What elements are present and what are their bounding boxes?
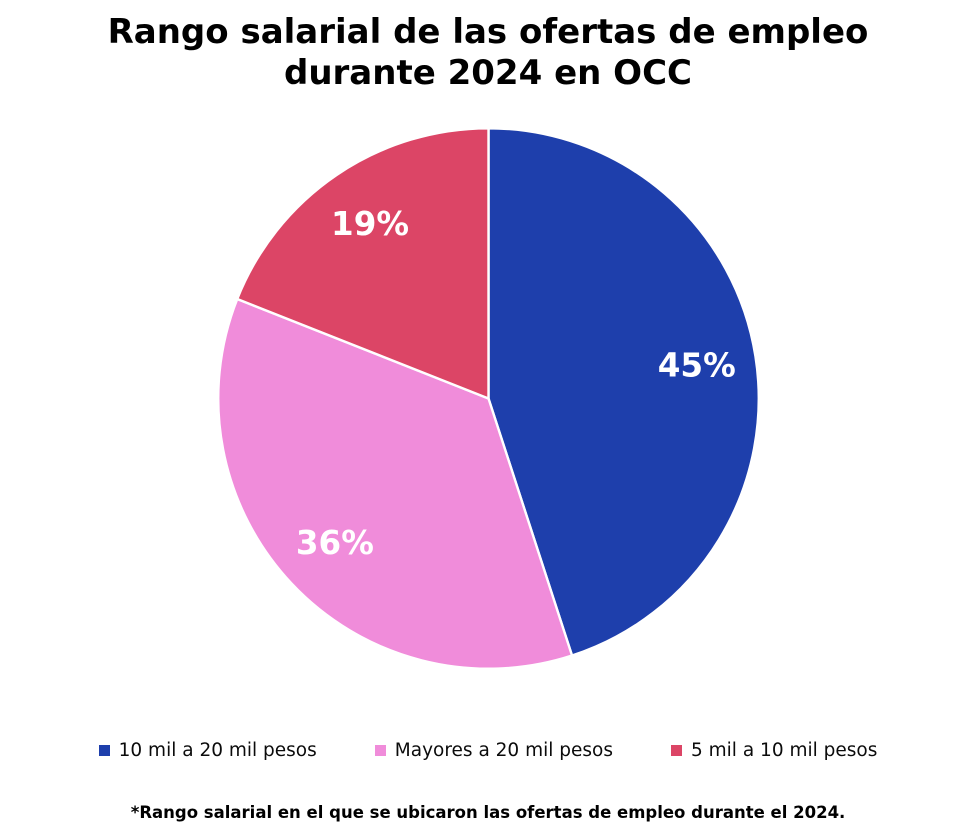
- legend: 10 mil a 20 mil pesos Mayores a 20 mil p…: [98, 739, 877, 761]
- legend-marker: [671, 744, 682, 756]
- legend-label: 5 mil a 10 mil pesos: [691, 739, 878, 761]
- legend-item: 5 mil a 10 mil pesos: [671, 740, 877, 761]
- pie-slice-2: [216, 297, 573, 670]
- legend-item: 10 mil a 20 mil pesos: [98, 739, 317, 761]
- legend-marker: [98, 744, 110, 756]
- pie-slice-label-3: 19%: [331, 205, 409, 243]
- footnote: *Rango salarial en el que se ubicaron la…: [130, 802, 846, 822]
- legend-marker: [374, 744, 386, 756]
- legend-label: 10 mil a 20 mil pesos: [118, 739, 317, 761]
- pie-slice-label-1: 45%: [657, 346, 735, 384]
- pie-slice-label-2: 36%: [295, 524, 373, 562]
- pie-slice-3: [235, 126, 490, 400]
- pie-chart-area: 45% 36% 19%: [196, 111, 781, 686]
- pie-chart: 45% 36% 19%: [216, 126, 760, 670]
- pie-slice-1: [486, 126, 760, 657]
- legend-label: Mayores a 20 mil pesos: [394, 739, 613, 761]
- legend-item: Mayores a 20 mil pesos: [374, 739, 613, 761]
- chart-title: Rango salarial de las ofertas de empleo …: [107, 12, 869, 94]
